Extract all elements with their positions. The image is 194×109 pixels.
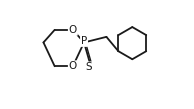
Text: O: O (69, 25, 77, 35)
Text: S: S (86, 62, 92, 72)
Text: P: P (81, 36, 87, 46)
Text: O: O (69, 61, 77, 71)
